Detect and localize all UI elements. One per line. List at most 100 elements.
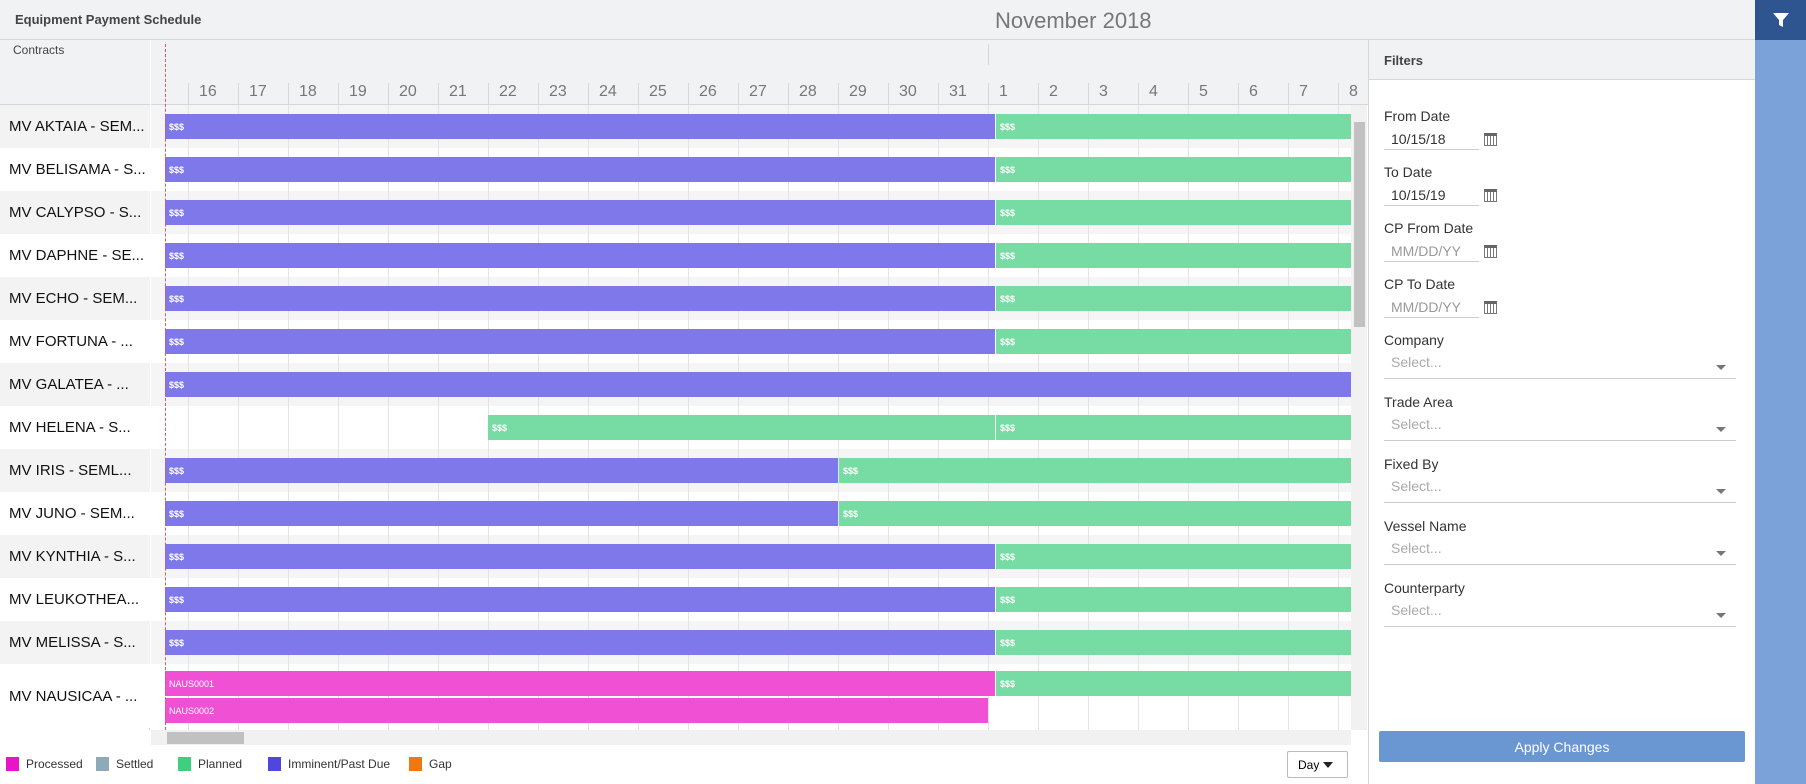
view-select[interactable]: Day xyxy=(1287,751,1348,778)
payment-bar-planned[interactable]: $$$ xyxy=(996,157,1351,182)
contracts-header xyxy=(0,40,150,105)
contract-row-label[interactable]: MV AKTAIA - SEM... xyxy=(0,105,150,148)
day-gridline xyxy=(238,105,239,730)
vessel-name-label: Vessel Name xyxy=(1384,518,1467,534)
legend-swatch xyxy=(409,757,422,771)
day-label: 16 xyxy=(188,83,217,105)
payment-bar-planned[interactable]: $$$ xyxy=(996,630,1351,655)
day-label: 20 xyxy=(388,83,417,105)
from-date-input[interactable]: 10/15/18 xyxy=(1384,128,1479,150)
contract-name: MV HELENA - S... xyxy=(9,419,131,436)
payment-bar-planned[interactable]: $$$ xyxy=(996,671,1351,696)
page-title: Equipment Payment Schedule xyxy=(15,12,202,27)
filter-sidebar-strip xyxy=(1755,0,1806,784)
contract-row-label[interactable]: MV CALYPSO - S... xyxy=(0,191,150,234)
day-label: 17 xyxy=(238,83,267,105)
cp-from-date-input[interactable]: MM/DD/YY xyxy=(1384,240,1479,262)
payment-bar-imminent[interactable]: $$$ xyxy=(165,243,995,268)
view-select-value: Day xyxy=(1298,757,1320,772)
horizontal-scroll-thumb[interactable] xyxy=(167,732,244,744)
day-label: 19 xyxy=(338,83,367,105)
payment-bar-imminent[interactable]: $$$ xyxy=(165,200,995,225)
counterparty-select[interactable]: Select... xyxy=(1384,599,1736,627)
payment-bar-imminent[interactable]: $$$ xyxy=(165,329,995,354)
payment-bar-planned[interactable]: $$$ xyxy=(996,587,1351,612)
contract-row-label[interactable]: MV FORTUNA - ... xyxy=(0,320,150,363)
calendar-icon[interactable] xyxy=(1484,133,1497,146)
contract-name: MV GALATEA - ... xyxy=(9,376,129,393)
to-date-input[interactable]: 10/15/19 xyxy=(1384,184,1479,206)
vertical-scroll-thumb[interactable] xyxy=(1354,122,1365,327)
contract-row-label[interactable]: MV JUNO - SEM... xyxy=(0,492,150,535)
cp-to-date-input[interactable]: MM/DD/YY xyxy=(1384,296,1479,318)
payment-bar-planned[interactable]: $$$ xyxy=(839,501,1351,526)
contract-row-label[interactable]: MV GALATEA - ... xyxy=(0,363,150,406)
payment-bar-imminent[interactable]: $$$ xyxy=(165,372,1351,397)
payment-bar-processed[interactable]: NAUS0001 xyxy=(165,671,995,696)
filter-toggle-button[interactable] xyxy=(1755,0,1806,40)
filters-title: Filters xyxy=(1384,53,1424,68)
day-gridline xyxy=(438,105,439,730)
payment-bar-imminent[interactable]: $$$ xyxy=(165,114,995,139)
contract-row-label[interactable]: MV DAPHNE - SE... xyxy=(0,234,150,277)
contract-row-label[interactable]: MV IRIS - SEML... xyxy=(0,449,150,492)
payment-bar-planned[interactable]: $$$ xyxy=(996,243,1351,268)
payment-bar-planned[interactable]: $$$ xyxy=(996,114,1351,139)
month-divider xyxy=(988,44,989,65)
payment-bar-planned[interactable]: $$$ xyxy=(996,415,1351,440)
contract-row-label[interactable]: MV KYNTHIA - S... xyxy=(0,535,150,578)
payment-bar-processed[interactable]: NAUS0002 xyxy=(165,698,988,723)
day-label: 27 xyxy=(738,83,767,105)
day-label: 6 xyxy=(1238,83,1258,105)
legend-label: Processed xyxy=(26,757,83,771)
payment-bar-imminent[interactable]: $$$ xyxy=(165,544,995,569)
legend-swatch xyxy=(96,757,109,771)
payment-bar-planned[interactable]: $$$ xyxy=(488,415,995,440)
company-select[interactable]: Select... xyxy=(1384,351,1736,379)
calendar-icon[interactable] xyxy=(1484,301,1497,314)
fixed-by-label: Fixed By xyxy=(1384,456,1439,472)
fixed-by-select[interactable]: Select... xyxy=(1384,475,1736,503)
day-label: 5 xyxy=(1188,83,1208,105)
select-placeholder: Select... xyxy=(1391,602,1442,618)
payment-bar-planned[interactable]: $$$ xyxy=(996,329,1351,354)
from-date-label: From Date xyxy=(1384,108,1451,124)
contract-row-label[interactable]: MV NAUSICAA - ... xyxy=(0,664,150,728)
payment-bar-planned[interactable]: $$$ xyxy=(839,458,1351,483)
legend xyxy=(0,745,1368,784)
contract-row-label[interactable]: MV MELISSA - S... xyxy=(0,621,150,664)
contract-name: MV JUNO - SEM... xyxy=(9,505,135,522)
payment-bar-imminent[interactable]: $$$ xyxy=(165,157,995,182)
day-gridline xyxy=(338,105,339,730)
payment-bar-imminent[interactable]: $$$ xyxy=(165,630,995,655)
contract-row-label[interactable]: MV HELENA - S... xyxy=(0,406,150,449)
payment-bar-imminent[interactable]: $$$ xyxy=(165,286,995,311)
day-label: 2 xyxy=(1038,83,1058,105)
payment-bar-imminent[interactable]: $$$ xyxy=(165,501,838,526)
horizontal-scrollbar[interactable] xyxy=(151,730,1351,745)
select-placeholder: Select... xyxy=(1391,478,1442,494)
trade-area-select[interactable]: Select... xyxy=(1384,413,1736,441)
contract-name: MV DAPHNE - SE... xyxy=(9,247,145,264)
day-label: 22 xyxy=(488,83,517,105)
contract-name: MV FORTUNA - ... xyxy=(9,333,133,350)
payment-bar-imminent[interactable]: $$$ xyxy=(165,458,838,483)
calendar-icon[interactable] xyxy=(1484,189,1497,202)
payment-bar-planned[interactable]: $$$ xyxy=(996,200,1351,225)
contract-row-label[interactable]: MV ECHO - SEM... xyxy=(0,277,150,320)
select-placeholder: Select... xyxy=(1391,540,1442,556)
vessel-name-select[interactable]: Select... xyxy=(1384,537,1736,565)
day-label: 29 xyxy=(838,83,867,105)
legend-swatch xyxy=(178,757,191,771)
calendar-icon[interactable] xyxy=(1484,245,1497,258)
day-label: 30 xyxy=(888,83,917,105)
payment-bar-planned[interactable]: $$$ xyxy=(996,286,1351,311)
day-label: 3 xyxy=(1088,83,1108,105)
contract-row-label[interactable]: MV LEUKOTHEA... xyxy=(0,578,150,621)
apply-changes-button[interactable]: Apply Changes xyxy=(1379,731,1745,762)
cp-to-date-label: CP To Date xyxy=(1384,276,1456,292)
legend-item: Gap xyxy=(409,757,452,771)
payment-bar-planned[interactable]: $$$ xyxy=(996,544,1351,569)
payment-bar-imminent[interactable]: $$$ xyxy=(165,587,995,612)
contract-row-label[interactable]: MV BELISAMA - S... xyxy=(0,148,150,191)
